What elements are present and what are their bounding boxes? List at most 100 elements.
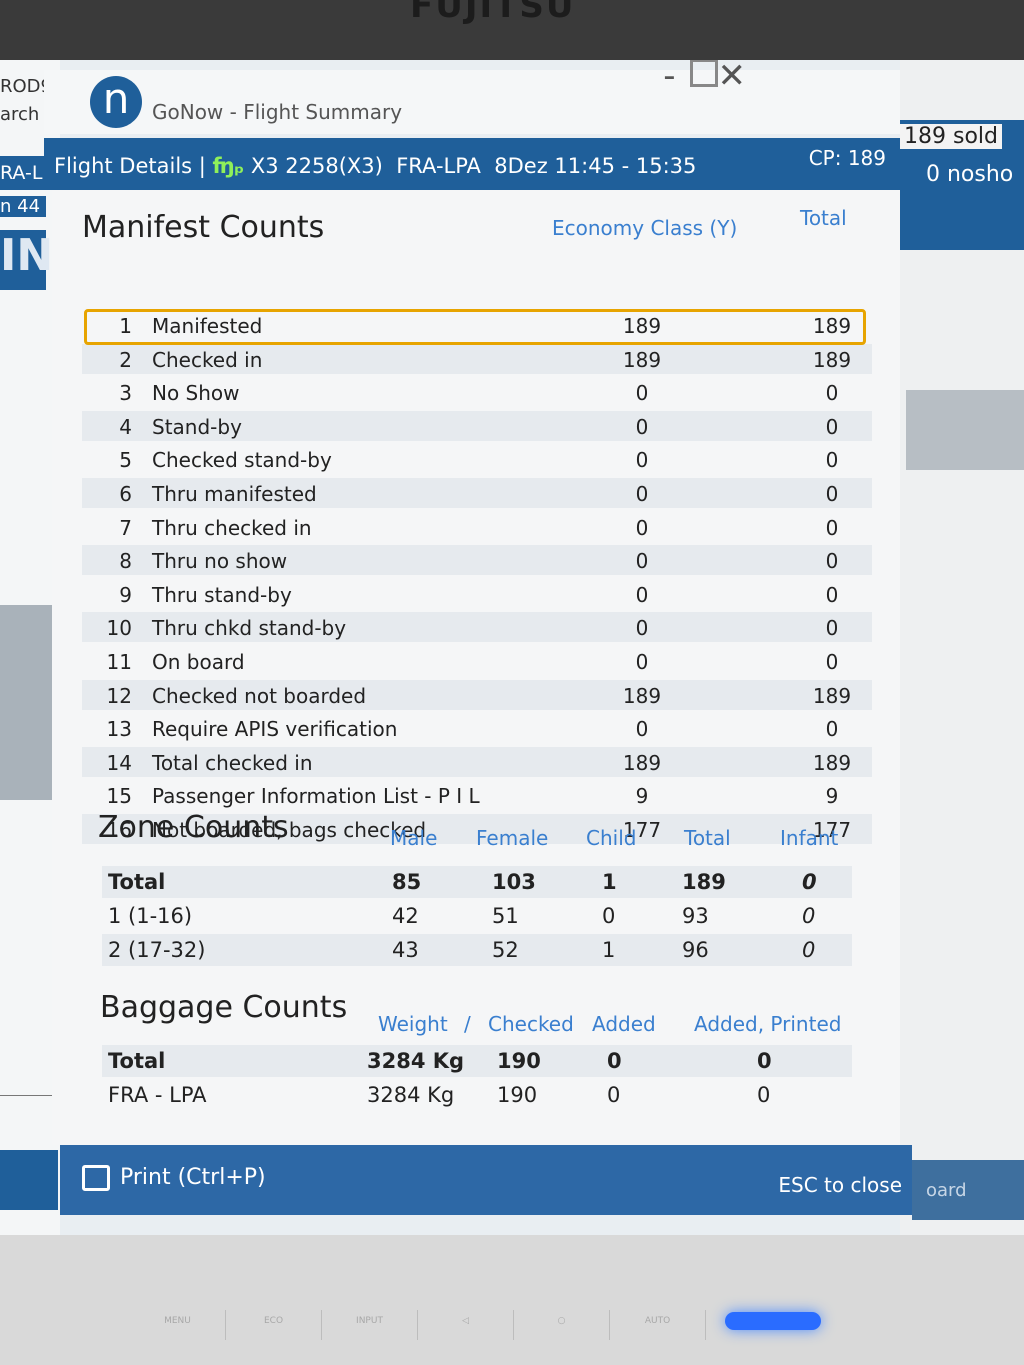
background-right-panel	[906, 390, 1024, 470]
close-button[interactable]: ✕	[717, 60, 760, 96]
baggage-header-added: Added	[592, 1012, 656, 1036]
manifest-row[interactable]: 2 Checked in 189 189	[82, 343, 872, 374]
zone-male: 42	[392, 904, 419, 928]
row-number: 16	[106, 818, 132, 842]
row-label: Thru chkd stand-by	[152, 616, 347, 641]
economy-count: 0	[635, 381, 649, 406]
print-button[interactable]: Print (Ctrl+P)	[82, 1165, 266, 1191]
background-text-2: arch	[0, 104, 40, 125]
total-count: 0	[825, 515, 839, 540]
sold-summary: 189 sold 0 nosho	[900, 120, 1024, 200]
row-number: 8	[119, 549, 132, 574]
economy-count: 0	[635, 650, 649, 674]
zone-child: 0	[602, 904, 616, 928]
economy-count: 0	[635, 549, 649, 574]
manifest-row[interactable]: 4 Stand-by 0 0	[82, 410, 872, 441]
manifest-row[interactable]: 13 Require APIS verification 0 0	[82, 713, 872, 743]
economy-count: 189	[622, 314, 662, 338]
row-number: 15	[106, 784, 132, 809]
zone-name: 1 (1-16)	[108, 904, 193, 928]
app-logo-icon: n	[90, 76, 142, 128]
monitor-button-brightness[interactable]: ○	[514, 1310, 610, 1340]
background-right-button[interactable]: oard	[912, 1160, 1024, 1220]
economy-count: 0	[635, 414, 649, 439]
monitor-button-input[interactable]: INPUT	[322, 1310, 418, 1340]
manifest-row[interactable]: 1 Manifested 189 189	[82, 310, 872, 340]
manifest-row[interactable]: 7 Thru checked in 0 0	[82, 512, 872, 542]
zone-row: 2 (17-32) 43 52 1 96 0	[102, 934, 852, 966]
baggage-checked: 190	[497, 1083, 538, 1107]
zone-row: Total 85 103 1 189 0	[102, 866, 852, 898]
economy-count: 189	[622, 347, 662, 372]
row-number: 12	[106, 683, 132, 708]
background-text-1: ROD9	[0, 76, 52, 97]
background-panel	[0, 605, 56, 800]
window-title: GoNow - Flight Summary	[152, 100, 403, 124]
manifest-row[interactable]: 15 Passenger Information List - P I L 9 9	[82, 780, 872, 810]
manifest-row[interactable]: 14 Total checked in 189 189	[82, 746, 872, 777]
manifest-row[interactable]: 5 Checked stand-by 0 0	[82, 444, 872, 474]
maximize-button[interactable]	[689, 60, 718, 87]
flight-route: FRA-LPA	[396, 154, 481, 178]
economy-count: 177	[622, 818, 662, 842]
total-count: 0	[825, 414, 839, 439]
row-number: 4	[119, 414, 132, 439]
row-label: On board	[152, 650, 245, 674]
economy-count: 189	[622, 683, 662, 708]
manifest-row[interactable]: 8 Thru no show 0 0	[82, 545, 872, 576]
total-count: 0	[825, 448, 839, 473]
total-count: 177	[812, 818, 852, 842]
monitor-button-auto[interactable]: AUTO	[610, 1310, 706, 1340]
baggage-added-printed: 0	[757, 1083, 771, 1107]
zone-counts-title: Zone Counts	[98, 810, 289, 845]
row-number: 14	[106, 750, 132, 775]
baggage-header-weight: Weight	[378, 1012, 448, 1036]
total-header: Total	[800, 206, 847, 230]
row-label: Thru no show	[152, 549, 288, 574]
monitor-button-menu[interactable]: MENU	[130, 1310, 226, 1340]
manifest-row[interactable]: 10 Thru chkd stand-by 0 0	[82, 612, 872, 643]
row-number: 5	[119, 448, 132, 473]
zone-child: 1	[602, 870, 617, 894]
zone-header-total: Total	[684, 826, 731, 850]
row-number: 13	[106, 717, 132, 742]
window-controls: - ✕	[663, 60, 760, 96]
baggage-header-slash: /	[464, 1012, 471, 1036]
manifest-row[interactable]: 12 Checked not boarded 189 189	[82, 679, 872, 710]
economy-class-header: Economy Class (Y)	[552, 216, 738, 240]
row-label: Stand-by	[152, 414, 242, 439]
economy-count: 9	[635, 784, 649, 809]
baggage-counts-title: Baggage Counts	[100, 990, 348, 1025]
row-label: Checked stand-by	[152, 448, 332, 473]
monitor-button-eco[interactable]: ECO	[226, 1310, 322, 1340]
total-count: 0	[825, 616, 839, 641]
zone-female: 103	[492, 870, 536, 894]
manifest-row[interactable]: 11 On board 0 0	[82, 646, 872, 676]
background-divider	[0, 1095, 56, 1096]
minimize-button[interactable]: -	[663, 60, 690, 96]
flight-number: X3 2258(X3)	[250, 154, 383, 178]
manifest-row[interactable]: 16 Not boarded, bags checked 177 177	[82, 814, 872, 844]
total-count: 9	[825, 784, 839, 809]
zone-row: 1 (1-16) 42 51 0 93 0	[102, 900, 852, 932]
background-bar-2: IN	[0, 230, 53, 290]
total-count: 189	[812, 683, 852, 708]
monitor-buttons: MENU ECO INPUT ◁ ○ AUTO	[130, 1310, 890, 1340]
economy-count: 189	[622, 750, 662, 775]
manifest-row[interactable]: 3 No Show 0 0	[82, 377, 872, 407]
baggage-route: Total	[108, 1049, 166, 1073]
esc-to-close-hint: ESC to close	[778, 1173, 902, 1197]
total-count: 0	[825, 717, 839, 742]
manifest-row[interactable]: 9 Thru stand-by 0 0	[82, 579, 872, 609]
row-label: Passenger Information List - P I L	[152, 784, 480, 809]
economy-count: 0	[635, 582, 649, 607]
row-number: 2	[119, 347, 132, 372]
total-count: 189	[812, 314, 852, 338]
zone-total: 96	[682, 938, 709, 962]
zone-female: 51	[492, 904, 519, 928]
row-label: Thru stand-by	[152, 582, 292, 607]
manifest-row[interactable]: 6 Thru manifested 0 0	[82, 478, 872, 508]
monitor-button-volume[interactable]: ◁	[418, 1310, 514, 1340]
zone-header-male: Male	[390, 826, 438, 850]
selected-row-highlight	[84, 309, 866, 345]
